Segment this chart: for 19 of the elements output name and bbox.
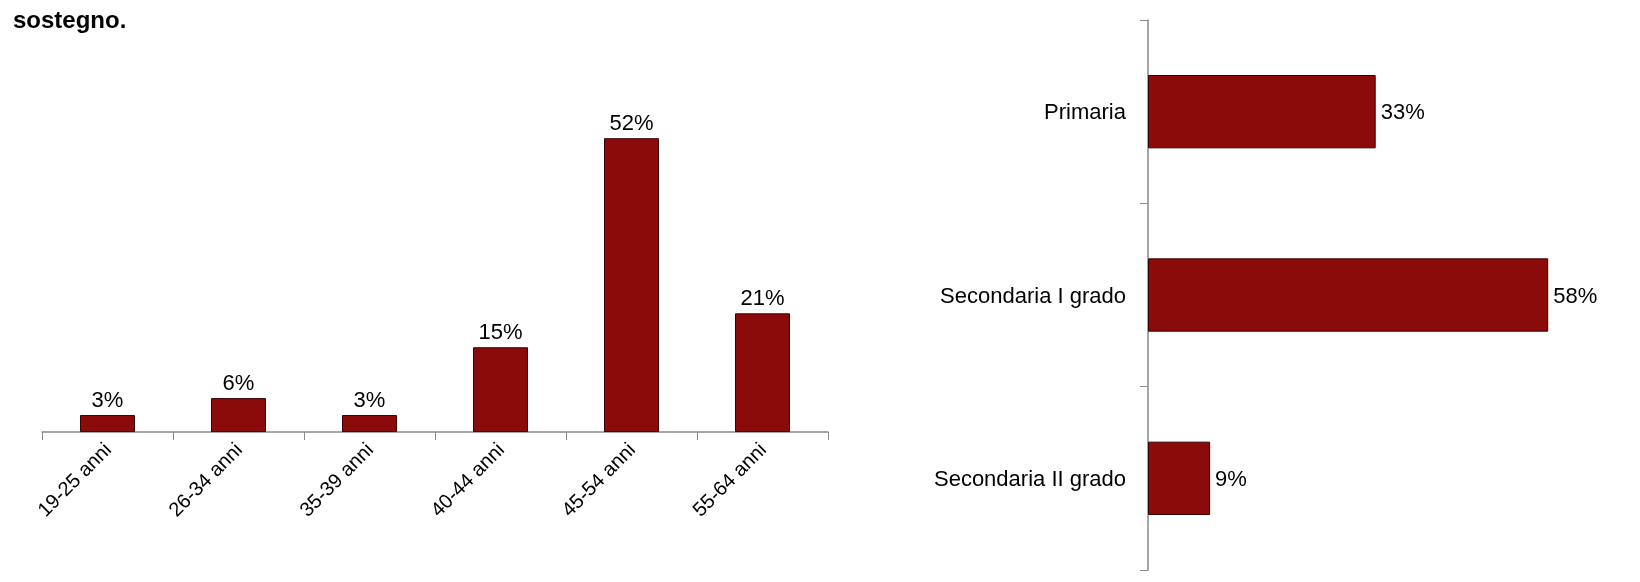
data-label: 15% <box>478 318 523 344</box>
data-label: 21% <box>740 284 785 310</box>
chart-title: sostegno. <box>13 5 127 33</box>
y-tick-label: Secondaria I grado <box>940 282 1126 308</box>
y-tick-label: Primaria <box>1044 99 1127 125</box>
data-label: 58% <box>1553 282 1598 308</box>
data-label: 3% <box>91 386 124 412</box>
bar <box>210 398 267 432</box>
data-label: 3% <box>353 386 386 412</box>
bar <box>79 415 136 432</box>
data-label: 9% <box>1215 465 1247 491</box>
bar <box>341 415 398 432</box>
bar <box>603 138 660 432</box>
bar <box>734 313 791 432</box>
data-label: 52% <box>609 109 654 135</box>
data-label: 6% <box>222 369 255 395</box>
data-label: 33% <box>1380 99 1425 125</box>
y-tick-label: Secondaria II grado <box>933 465 1126 491</box>
bar <box>472 347 529 432</box>
